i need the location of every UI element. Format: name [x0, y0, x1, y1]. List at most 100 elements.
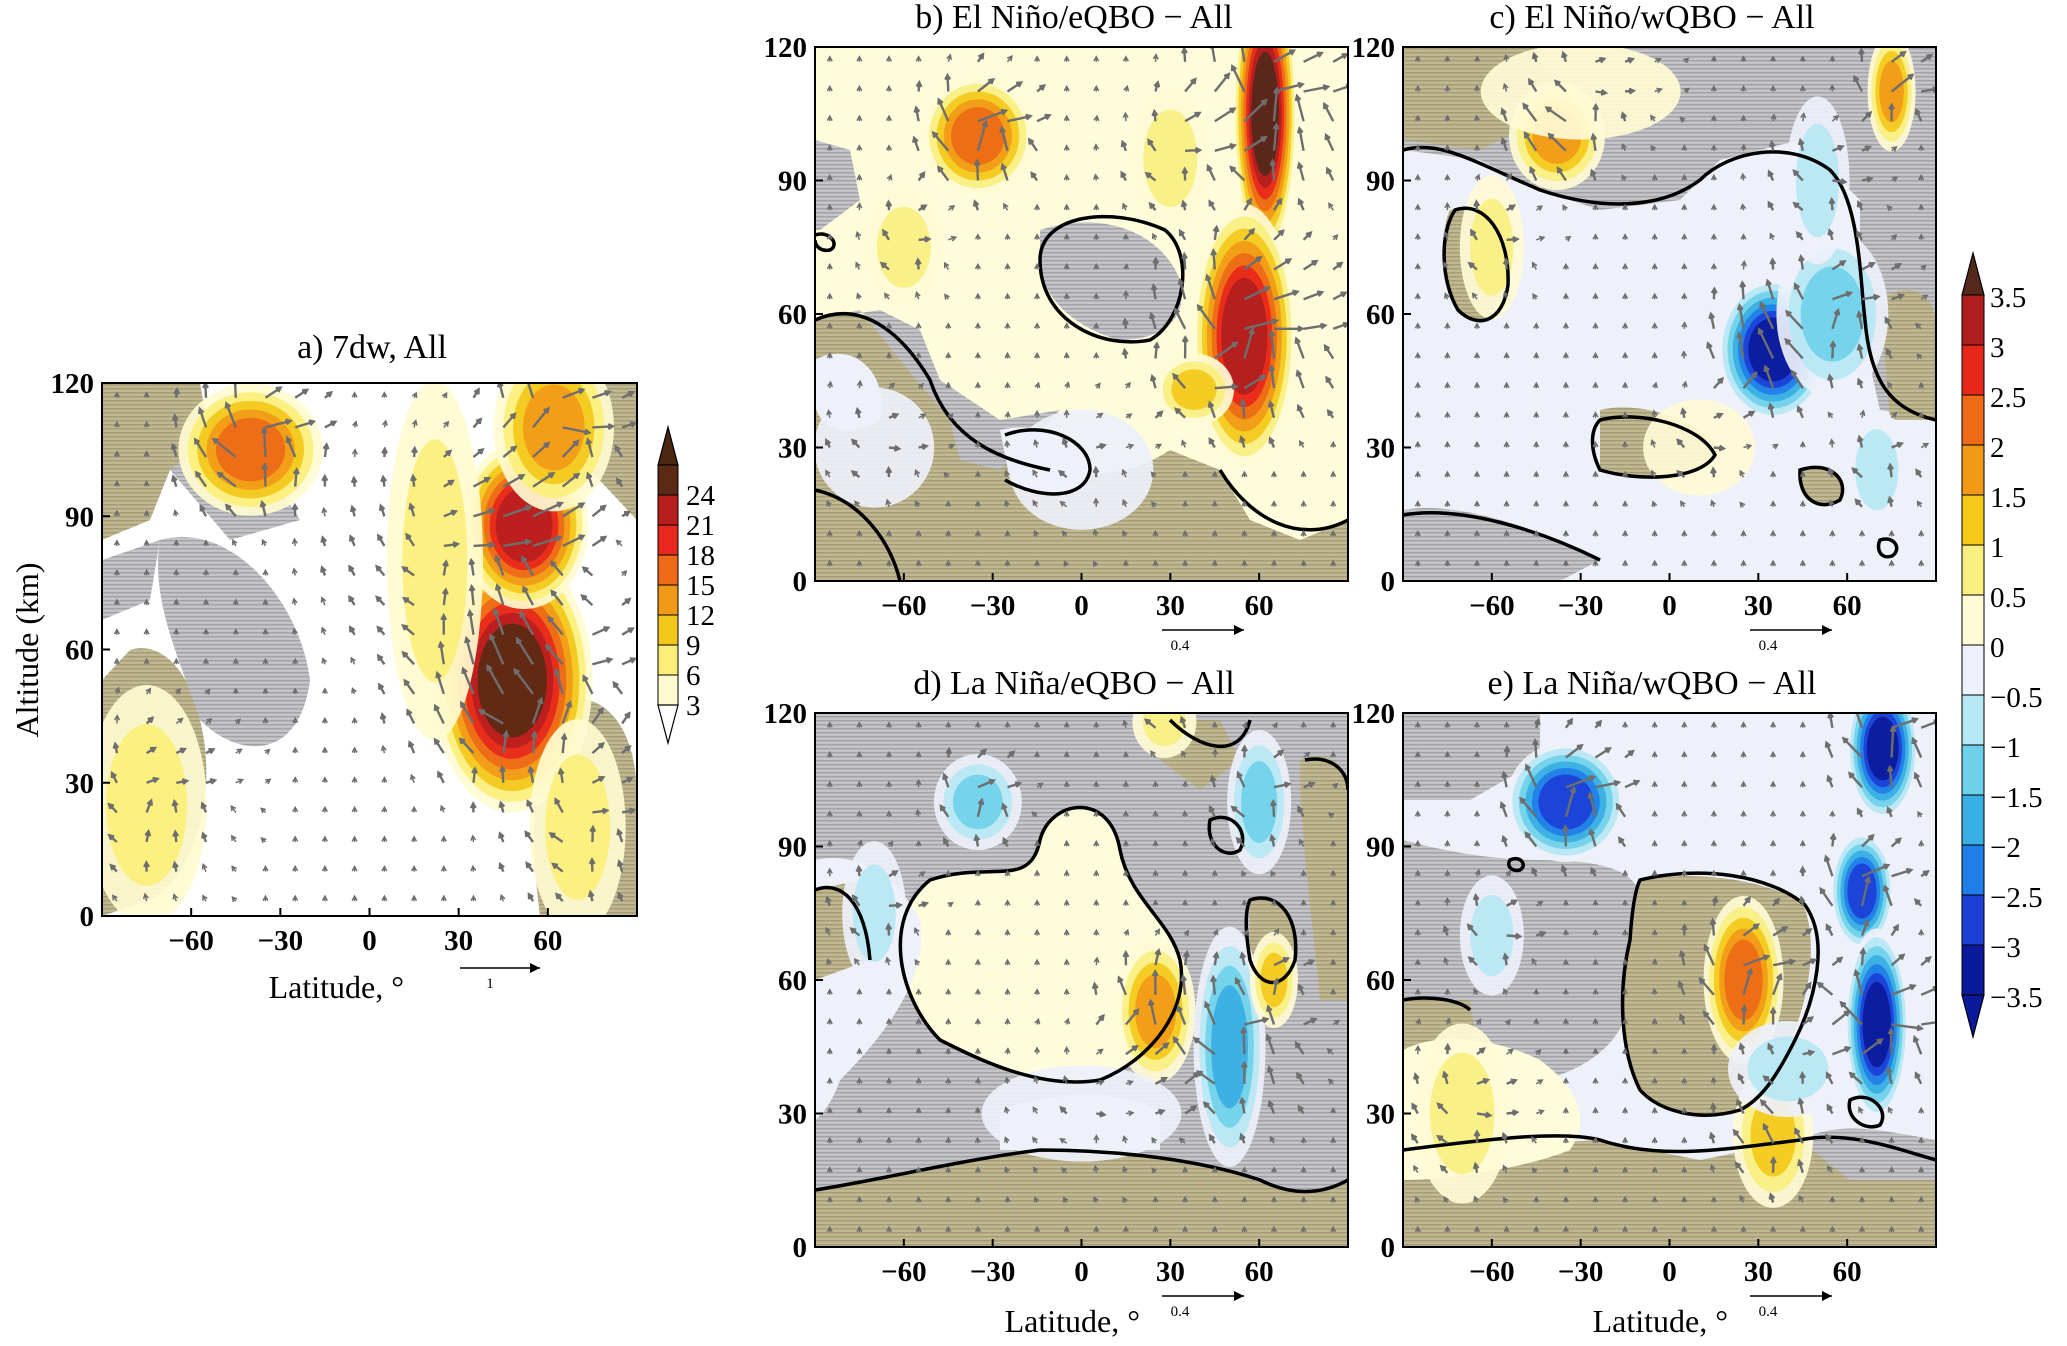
- panel-e-vector-229: [1759, 1098, 1774, 1115]
- panel-e-vector-294: [1882, 884, 1893, 907]
- panel-d-vector-76: [943, 836, 950, 848]
- panel-a-vector-175: [381, 776, 388, 783]
- panel-e-vector-12: [1413, 1072, 1420, 1085]
- panel-a-vector-312: [621, 569, 628, 577]
- panel-e-ytick-label-2: 60: [1366, 965, 1395, 997]
- panel-d-vector-94: [973, 833, 981, 847]
- panel-c-vector-125: [1592, 559, 1599, 567]
- panel-c-vector-154: [1651, 351, 1658, 359]
- panel-e-vector-100: [1562, 1017, 1569, 1025]
- panel-e-vector-242: [1802, 958, 1818, 967]
- panel-c-vector-302: [1887, 462, 1894, 478]
- panel-e-vector-64: [1504, 1019, 1511, 1026]
- panel-a-vector-222: [468, 557, 476, 576]
- panel-e-vector-184: [1710, 839, 1717, 847]
- panel-b-vector-91: [977, 77, 996, 93]
- panel-d-vector-285: [1270, 1166, 1278, 1173]
- panel-e-vector-259: [1825, 923, 1834, 937]
- panel-b-vector-52: [885, 529, 893, 537]
- panel-b-vector-308: [1323, 101, 1335, 122]
- panel-e-vector-62: [1502, 952, 1510, 966]
- panel-a-title: a) 7dw, All: [297, 329, 447, 366]
- panel-a-vector-107: [262, 894, 269, 902]
- panel-d-vector-19: [856, 750, 863, 758]
- panel-a-vector-51: [172, 829, 180, 843]
- panel-a-vector-103: [265, 778, 272, 785]
- panel-d-vector-242: [1212, 951, 1220, 966]
- panel-a-vector-116: [291, 627, 298, 635]
- panel-e-vector-112: [1588, 827, 1597, 847]
- panel-e-vector-193: [1709, 1102, 1717, 1114]
- panel-c-vector-53: [1473, 559, 1481, 567]
- panel-b-vector-46: [885, 351, 893, 359]
- panel-d-vector-143: [1034, 1225, 1041, 1233]
- panel-d-vector-50: [885, 1136, 893, 1144]
- panel-b-vector-204: [1151, 232, 1158, 241]
- panel-e-vector-89: [1533, 1225, 1540, 1233]
- panel-d-vector-75: [939, 804, 950, 818]
- panel-a-vector-268: [525, 861, 534, 873]
- panel-e-vector-160: [1651, 1195, 1658, 1203]
- panel-a-vector-173: [379, 712, 387, 724]
- panel-a-vector-225: [464, 635, 475, 665]
- panel-d-zero-contours: [815, 718, 1348, 1194]
- panel-b-vector-268: [1241, 529, 1248, 537]
- panel-d-vector-48: [885, 1077, 893, 1084]
- panel-b-vector-36: [885, 55, 893, 62]
- panel-c-vector-29: [1444, 381, 1451, 389]
- panel-b-contour-6-level-0: [815, 387, 935, 508]
- panel-e-vector-246: [1799, 1070, 1806, 1084]
- panel-a-xtick-label-4: 60: [533, 925, 562, 957]
- panel-a-vector-115: [291, 597, 298, 606]
- panel-d-vector-157: [1059, 1105, 1068, 1115]
- panel-a-vector-227: [460, 700, 475, 725]
- panel-d-vector-277: [1273, 928, 1280, 936]
- panel-e-vector-72: [1534, 717, 1541, 729]
- panel-d-vector-225: [1180, 973, 1187, 995]
- panel-b-vector-246: [1207, 400, 1216, 419]
- panel-e-vector-185: [1710, 869, 1717, 877]
- panel-b-vector-5: [826, 203, 833, 211]
- panel-e-vector-127: [1624, 749, 1635, 759]
- panel-d-vector-311: [1330, 869, 1337, 877]
- panel-b-vector-260: [1243, 286, 1271, 301]
- panel-b-vector-30: [854, 406, 862, 419]
- panel-a-vector-ref-label: 1: [486, 976, 494, 992]
- panel-a-vector-147: [350, 475, 358, 487]
- panel-c-vector-35: [1444, 559, 1451, 567]
- panel-e-vector-46: [1475, 1018, 1482, 1025]
- panel-b-vector-199: [1153, 80, 1161, 92]
- shared-colorbar-label-6: 0.5: [1990, 582, 2026, 614]
- panel-e-vector-3: [1414, 810, 1421, 817]
- panel-b-contour-7-level-0: [1009, 409, 1154, 530]
- panel-e-vector-183: [1710, 810, 1717, 817]
- panel-a-vector-146: [351, 448, 358, 458]
- panel-c-vector-176: [1676, 469, 1686, 479]
- panel-b-vector-287: [1270, 559, 1278, 567]
- panel-d-vector-18: [856, 721, 863, 728]
- panel-d-contour-4-level-2: [1241, 761, 1278, 843]
- panel-c-vector-156: [1651, 409, 1658, 418]
- panel-d-vector-51: [885, 1166, 893, 1173]
- panel-a-vector-89: [231, 895, 238, 903]
- panel-c-vector-77: [1535, 205, 1544, 212]
- panel-c-vector-64: [1503, 351, 1510, 359]
- panel-c-vector-262: [1829, 340, 1837, 359]
- panel-d-vector-169: [1093, 928, 1100, 936]
- panel-d-vector-62: [914, 958, 921, 966]
- panel-e-vector-75: [1519, 796, 1538, 818]
- panel-b-vector-117: [1004, 322, 1011, 329]
- panel-e-vector-317: [1912, 1034, 1923, 1055]
- panel-d-vector-209: [1154, 1042, 1170, 1056]
- panel-d-ytick-label-2: 60: [778, 965, 807, 997]
- panel-c-plot: [1402, 46, 1937, 582]
- panel-d-vector-282: [1266, 1065, 1276, 1085]
- panel-d-vector-64: [915, 1017, 922, 1025]
- panel-c-vector-55: [1502, 82, 1509, 92]
- panel-c-vector-189: [1708, 311, 1716, 330]
- panel-d-vector-313: [1330, 928, 1337, 936]
- panel-b-el-nino-eqbo: b) El Niño/eQBO − All: [764, 0, 1349, 654]
- panel-e-x-axis: −60 −30 0 30 60: [1469, 1239, 1862, 1288]
- panel-a-vector-9: [113, 657, 120, 665]
